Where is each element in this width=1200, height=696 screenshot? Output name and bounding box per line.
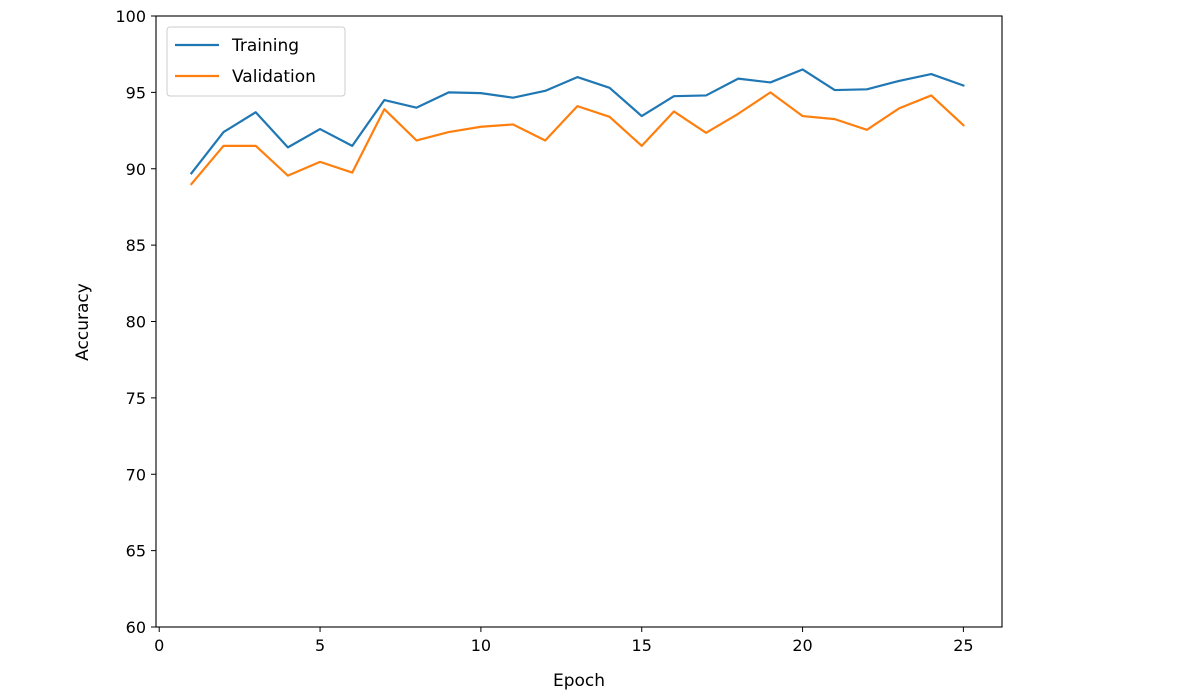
y-tick-label: 95 xyxy=(126,83,146,102)
plot-area xyxy=(156,16,1002,627)
x-axis-label: Epoch xyxy=(553,671,605,691)
y-tick-label: 65 xyxy=(126,542,146,561)
x-axis-ticks: 0 5 10 15 20 25 xyxy=(154,627,974,655)
y-tick-label: 60 xyxy=(126,618,146,637)
x-tick-label: 25 xyxy=(953,636,973,655)
y-tick-label: 90 xyxy=(126,160,146,179)
y-axis-ticks: 60 65 70 75 80 85 90 95 100 xyxy=(115,7,156,637)
series-layer xyxy=(189,68,965,186)
y-axis-label: Accuracy xyxy=(73,283,93,361)
legend-label-validation: Validation xyxy=(232,67,316,87)
y-tick-label: 100 xyxy=(115,7,146,26)
series-line-training xyxy=(189,68,965,175)
y-tick-label: 80 xyxy=(126,313,146,332)
series-line-validation xyxy=(189,91,965,186)
x-tick-label: 0 xyxy=(154,636,164,655)
legend-label-training: Training xyxy=(231,36,299,56)
x-tick-label: 20 xyxy=(792,636,812,655)
x-tick-label: 15 xyxy=(632,636,652,655)
x-tick-label: 5 xyxy=(315,636,325,655)
y-tick-label: 75 xyxy=(126,389,146,408)
legend: Training Validation xyxy=(166,26,346,97)
y-tick-label: 70 xyxy=(126,465,146,484)
x-tick-label: 10 xyxy=(471,636,491,655)
y-tick-label: 85 xyxy=(126,236,146,255)
